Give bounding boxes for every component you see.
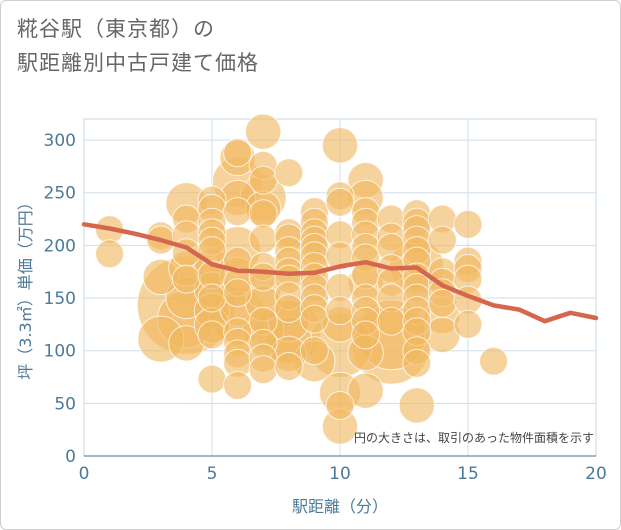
x-tick-label: 5 bbox=[207, 464, 218, 484]
bubble-point bbox=[274, 351, 304, 381]
bubble-point bbox=[427, 288, 457, 318]
trend-layer bbox=[81, 222, 599, 324]
x-tick-labels: 0 5 10 15 20 bbox=[79, 464, 607, 484]
x-tick-label: 20 bbox=[585, 464, 607, 484]
x-tick-label: 15 bbox=[457, 464, 479, 484]
bubble-point bbox=[223, 370, 253, 400]
bubble-point bbox=[299, 304, 329, 334]
bubble-point bbox=[347, 372, 384, 409]
chart-title: 糀谷駅（東京都）の 駅距離別中古戸建て価格 bbox=[17, 12, 259, 80]
bubble-size-note: 円の大きさは、取引のあった物件面積を示す bbox=[354, 430, 594, 445]
y-tick-label: 300 bbox=[44, 131, 76, 151]
y-tick-label: 50 bbox=[54, 394, 76, 414]
bubble-point bbox=[223, 278, 253, 308]
bubble-point bbox=[171, 264, 201, 294]
bubble-point bbox=[351, 320, 381, 350]
y-tick-label: 200 bbox=[44, 236, 76, 256]
bubble-point bbox=[248, 199, 278, 229]
bubble-point bbox=[248, 224, 278, 254]
bubble-point bbox=[223, 138, 253, 168]
bubble-point bbox=[274, 158, 304, 188]
x-tick-label: 10 bbox=[329, 464, 351, 484]
bubble-point bbox=[223, 197, 253, 227]
bubble-point bbox=[197, 364, 227, 394]
x-tick-label: 0 bbox=[79, 464, 90, 484]
bubble-point bbox=[427, 225, 457, 255]
average-price-line bbox=[81, 222, 599, 324]
bubble-point bbox=[325, 187, 355, 217]
bubble-point bbox=[248, 165, 278, 195]
bubble-point bbox=[248, 262, 278, 292]
title-line-1: 糀谷駅（東京都）の bbox=[17, 17, 215, 41]
bubble-point bbox=[479, 346, 509, 376]
bubble-point bbox=[453, 309, 483, 339]
y-tick-label: 0 bbox=[65, 447, 76, 467]
x-axis-label: 駅距離（分） bbox=[292, 497, 388, 516]
bubble-point bbox=[274, 294, 304, 324]
bubble-point bbox=[402, 348, 432, 378]
title-line-2: 駅距離別中古戸建て価格 bbox=[17, 51, 259, 75]
bubble-point bbox=[453, 209, 483, 239]
bubble-layer bbox=[95, 113, 509, 445]
bubble-point bbox=[325, 296, 355, 326]
bubble-point bbox=[197, 283, 227, 313]
bubble-point bbox=[376, 306, 406, 336]
y-axis-label: 坪（3.3㎡）単価（万円） bbox=[16, 194, 35, 379]
y-tick-label: 100 bbox=[44, 342, 76, 362]
y-tick-labels: 0 50 100 150 200 250 300 bbox=[44, 131, 76, 467]
bubble-point bbox=[95, 239, 125, 269]
bubble-point bbox=[299, 336, 329, 366]
bubble-point bbox=[321, 127, 359, 164]
bubble-point bbox=[197, 320, 227, 350]
bubble-point bbox=[245, 113, 282, 150]
y-tick-label: 250 bbox=[44, 184, 76, 204]
y-tick-label: 150 bbox=[44, 289, 76, 309]
bubble-point bbox=[248, 355, 278, 385]
bubble-point bbox=[325, 390, 355, 420]
bubble-point bbox=[398, 387, 435, 424]
